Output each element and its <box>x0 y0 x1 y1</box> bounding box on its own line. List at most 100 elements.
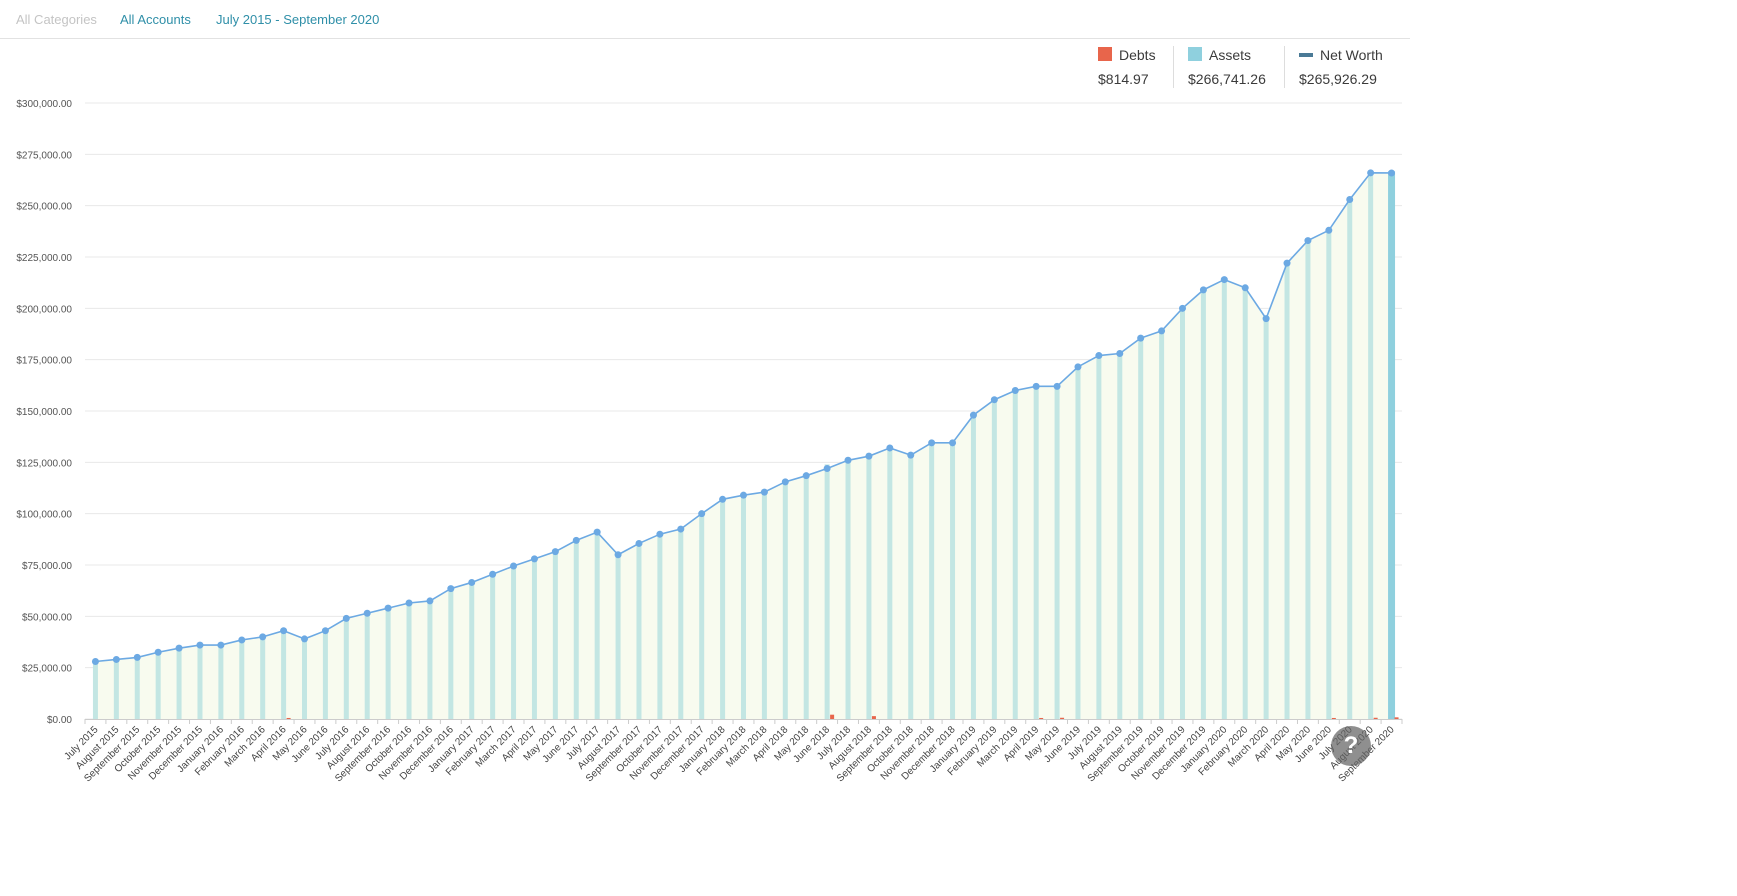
legend-divider <box>1173 46 1174 88</box>
y-tick-label: $150,000.00 <box>16 407 72 418</box>
net-worth-point <box>447 585 455 593</box>
net-worth-point <box>698 510 706 518</box>
debt-bar <box>1394 717 1399 719</box>
asset-bar <box>469 582 475 719</box>
asset-bar <box>1200 289 1206 719</box>
asset-bar <box>552 551 558 719</box>
asset-bar <box>239 639 245 719</box>
asset-bar <box>1284 263 1290 719</box>
net-worth-point <box>1367 169 1375 177</box>
y-tick-label: $25,000.00 <box>22 664 72 675</box>
net-worth-point <box>342 614 350 622</box>
net-worth-point <box>823 464 831 472</box>
net-worth-point <box>928 439 936 447</box>
net-worth-point <box>760 488 768 496</box>
net-worth-label: Net Worth <box>1320 47 1383 63</box>
asset-bar <box>155 652 161 719</box>
asset-bar <box>678 529 684 719</box>
net-worth-point <box>886 444 894 452</box>
asset-bar <box>845 460 851 719</box>
net-worth-point <box>1116 350 1124 358</box>
net-worth-point <box>781 478 789 486</box>
date-range-filter[interactable]: July 2015 - September 2020 <box>216 12 380 27</box>
asset-bar <box>343 618 349 719</box>
net-worth-point <box>489 570 497 578</box>
net-worth-point <box>593 528 601 536</box>
asset-bar <box>1368 171 1374 719</box>
net-worth-point <box>321 627 329 635</box>
net-worth-point <box>1095 352 1103 360</box>
net-worth-value: $265,926.29 <box>1299 71 1377 87</box>
net-worth-point <box>614 551 622 559</box>
net-worth-point <box>196 641 204 649</box>
help-icon[interactable]: ? <box>1331 726 1371 766</box>
net-worth-point <box>91 658 99 666</box>
net-worth-point <box>907 451 915 459</box>
asset-bar <box>782 481 788 719</box>
net-worth-point <box>133 653 141 661</box>
net-worth-point <box>238 636 246 644</box>
asset-bar <box>427 600 433 719</box>
net-worth-point <box>656 530 664 538</box>
net-worth-point <box>1179 304 1186 312</box>
y-tick-label: $75,000.00 <box>22 561 72 572</box>
y-tick-label: $250,000.00 <box>16 202 72 213</box>
assets-value: $266,741.26 <box>1188 71 1266 87</box>
debt-bar <box>871 716 876 719</box>
asset-bar <box>1054 385 1060 719</box>
asset-bar <box>573 540 579 719</box>
asset-bar <box>322 630 328 719</box>
asset-bar <box>950 442 956 719</box>
net-worth-point <box>1325 226 1333 234</box>
net-worth-point <box>1346 196 1354 204</box>
asset-bar <box>490 574 496 719</box>
net-worth-point <box>1137 334 1145 342</box>
y-tick-label: $200,000.00 <box>16 304 72 315</box>
asset-bar <box>720 499 726 719</box>
asset-bar <box>1075 366 1081 719</box>
asset-bar <box>991 399 997 719</box>
asset-bar <box>887 447 893 719</box>
asset-bar <box>1117 353 1123 719</box>
net-worth-point <box>1304 237 1312 245</box>
asset-bar <box>113 659 119 719</box>
y-tick-label: $275,000.00 <box>16 150 72 161</box>
net-worth-area <box>95 172 1392 719</box>
asset-bar <box>1033 385 1039 719</box>
y-tick-label: $300,000.00 <box>16 99 72 110</box>
net-worth-point <box>280 627 288 635</box>
debts-swatch-icon <box>1098 47 1112 61</box>
debt-bar <box>1039 717 1044 719</box>
debt-bar <box>830 714 835 719</box>
net-worth-point <box>572 536 580 544</box>
debts-label: Debts <box>1119 47 1156 63</box>
asset-bar <box>615 554 621 719</box>
asset-bar <box>1159 330 1165 719</box>
all-accounts-filter[interactable]: All Accounts <box>120 12 191 27</box>
assets-label: Assets <box>1209 47 1252 63</box>
asset-bar <box>1347 199 1353 720</box>
net-worth-point <box>969 411 977 419</box>
net-worth-point <box>259 633 267 641</box>
net-worth-point <box>802 472 810 480</box>
asset-bar <box>636 543 642 719</box>
y-tick-label: $50,000.00 <box>22 612 72 623</box>
all-categories-filter: All Categories <box>16 12 97 27</box>
asset-bar <box>1388 171 1396 720</box>
debt-bar <box>1060 717 1065 719</box>
asset-bar <box>448 588 454 719</box>
asset-bar <box>970 415 976 719</box>
asset-bar <box>761 492 767 719</box>
net-worth-point <box>844 456 852 464</box>
net-worth-point <box>551 548 559 556</box>
asset-bar <box>218 645 224 719</box>
top-nav: All Categories All Accounts July 2015 - … <box>0 0 1410 39</box>
debt-bar <box>286 717 291 719</box>
asset-bar <box>594 532 600 719</box>
net-worth-point <box>1388 169 1396 177</box>
asset-bar <box>1326 229 1332 719</box>
net-worth-point <box>530 555 538 563</box>
debts-value: $814.97 <box>1098 71 1149 87</box>
asset-bar <box>134 657 140 719</box>
net-worth-point <box>1283 259 1291 267</box>
